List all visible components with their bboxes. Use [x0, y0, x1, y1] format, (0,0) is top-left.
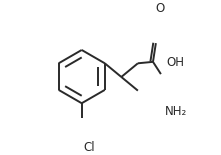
Text: OH: OH [166, 56, 184, 69]
Text: Cl: Cl [84, 141, 95, 154]
Text: NH₂: NH₂ [164, 105, 187, 118]
Text: O: O [156, 2, 165, 15]
